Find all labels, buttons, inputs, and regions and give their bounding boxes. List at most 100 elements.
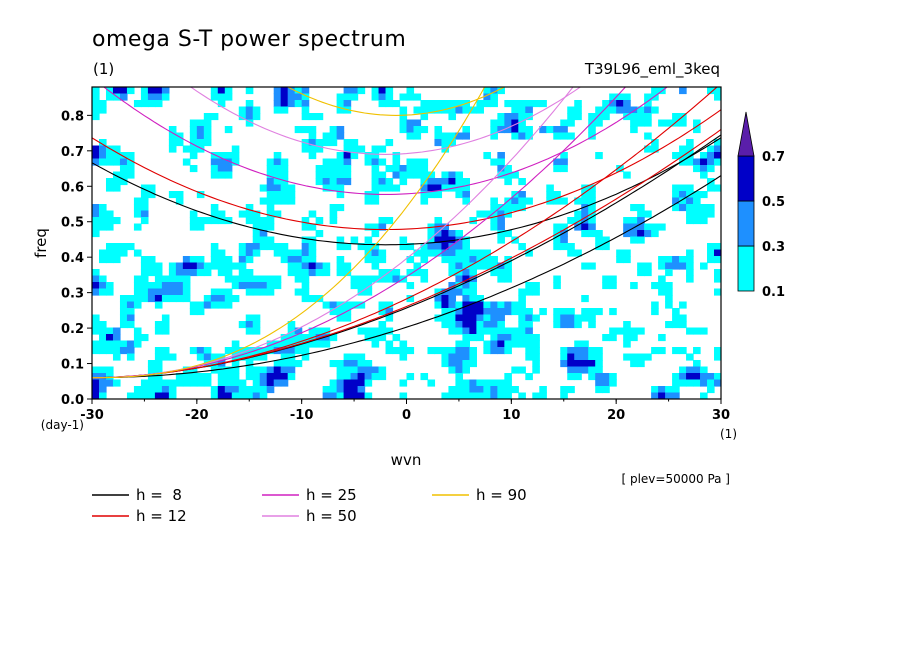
contour-cell — [686, 262, 694, 270]
contour-cell — [161, 327, 170, 335]
contour-cell — [301, 334, 310, 342]
contour-cell — [588, 347, 596, 355]
contour-cell — [490, 204, 498, 212]
contour-cell — [336, 93, 345, 101]
contour-cell — [413, 249, 422, 257]
contour-cell — [259, 366, 268, 374]
contour-cell — [455, 340, 464, 348]
contour-cell — [266, 223, 275, 231]
contour-cell — [714, 139, 721, 147]
contour-cell — [308, 262, 317, 270]
contour-cell — [518, 204, 526, 212]
contour-cell — [476, 321, 484, 329]
contour-cell — [196, 132, 205, 140]
contour-cell — [588, 230, 596, 238]
contour-cell — [525, 308, 533, 316]
contour-cell — [693, 158, 701, 166]
contour-cell — [693, 373, 701, 381]
contour-cell — [140, 282, 149, 290]
contour-cell — [399, 340, 408, 348]
contour-cell — [133, 327, 142, 335]
contour-cell — [567, 119, 575, 127]
contour-cell — [343, 269, 352, 277]
contour-cell — [371, 178, 380, 186]
contour-cell — [637, 236, 645, 244]
contour-cell — [511, 386, 519, 394]
contour-cell — [280, 379, 289, 387]
contour-cell — [644, 223, 652, 231]
contour-cell — [525, 340, 533, 348]
contour-cell — [399, 178, 408, 186]
contour-cell — [126, 243, 135, 251]
contour-cell — [217, 87, 226, 95]
contour-cell — [336, 158, 345, 166]
dispersion-curve — [103, 87, 669, 195]
contour-cell — [693, 327, 701, 335]
contour-cell — [161, 347, 170, 355]
contour-cell — [644, 230, 652, 238]
dispersion-curves — [92, 87, 721, 379]
contour-cell — [483, 308, 491, 316]
contour-cell — [553, 132, 561, 140]
contour-cell — [707, 152, 715, 160]
contour-cell — [714, 256, 721, 264]
contour-cell — [609, 379, 617, 387]
contour-cell — [154, 321, 163, 329]
contour-cell — [651, 392, 659, 399]
contour-cell — [140, 100, 149, 108]
contour-cell — [343, 139, 352, 147]
contour-cell — [161, 282, 170, 290]
contour-cell — [616, 327, 624, 335]
contour-cell — [525, 327, 533, 335]
dispersion-curve — [92, 137, 721, 246]
contour-cell — [322, 386, 331, 394]
contour-cell — [483, 314, 491, 322]
contour-cell — [224, 171, 233, 179]
contour-cell — [490, 327, 498, 335]
contour-cell — [168, 191, 177, 199]
contour-cell — [189, 256, 198, 264]
contour-cell — [707, 204, 715, 212]
contour-cell — [651, 145, 659, 153]
contour-cell — [448, 256, 457, 264]
contour-cell — [343, 360, 352, 368]
contour-cell — [119, 321, 128, 329]
contour-cell — [497, 314, 505, 322]
contour-cell — [266, 373, 275, 381]
contour-cell — [133, 275, 142, 283]
contour-cell — [644, 353, 652, 361]
contour-cell — [504, 301, 512, 309]
contour-cell — [98, 217, 107, 225]
contour-cell — [630, 230, 638, 238]
contour-cell — [336, 132, 345, 140]
contour-cell — [203, 301, 212, 309]
contour-cell — [301, 249, 310, 257]
contour-cell — [441, 314, 450, 322]
contour-cell — [588, 373, 596, 381]
contour-cell — [539, 386, 547, 394]
contour-cell — [280, 334, 289, 342]
contour-cell — [92, 204, 100, 212]
contour-cell — [455, 392, 464, 399]
contour-cell — [259, 353, 268, 361]
contour-cell — [672, 314, 680, 322]
contour-cell — [196, 269, 205, 277]
contour-cell — [679, 301, 687, 309]
contour-cell — [343, 100, 352, 108]
contour-cell — [280, 165, 289, 173]
contour-cell — [525, 132, 533, 140]
contour-cell — [308, 132, 317, 140]
contour-cell — [637, 106, 645, 114]
contour-cell — [623, 223, 631, 231]
contour-cell — [308, 269, 317, 277]
contour-cell — [588, 262, 596, 270]
contour-cell — [154, 379, 163, 387]
contour-cell — [434, 314, 443, 322]
contour-cell — [637, 262, 645, 270]
contour-cell — [371, 262, 380, 270]
contour-cell — [308, 243, 317, 251]
contour-cell — [497, 204, 505, 212]
contour-cell — [92, 93, 100, 101]
contour-cell — [462, 314, 470, 322]
contour-cell — [462, 366, 470, 374]
